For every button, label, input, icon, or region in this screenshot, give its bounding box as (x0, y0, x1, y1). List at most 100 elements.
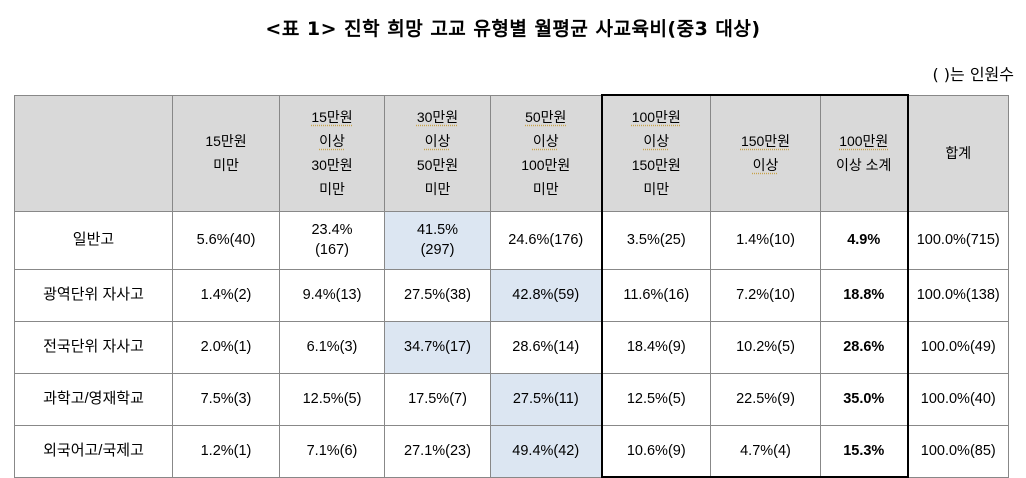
table-row: 전국단위 자사고 2.0%(1) 6.1%(3) 34.7%(17) 28.6%(14)… (14, 320, 1009, 374)
table-cell: 24.6%(176) (490, 210, 602, 270)
cell-line: 100.0%(40) (920, 391, 996, 407)
cell-line: 100.0%(138) (916, 287, 1000, 303)
header-line: 150만원 (740, 133, 791, 150)
table-cell: 11.6%(16) (600, 268, 711, 322)
header-line: 이상 소계 (836, 157, 892, 174)
table-cell: 100.0%(85) (907, 424, 1009, 478)
table-cell: 9.4%(13) (279, 268, 385, 322)
cell-line: 100.0%(85) (920, 443, 996, 459)
cell-line: 100.0%(49) (920, 339, 996, 355)
table-cell: 100.0%(715) (907, 210, 1009, 270)
unit-note: ( )는 인원수 (932, 65, 1014, 84)
table-cell: 42.8%(59) (490, 268, 602, 322)
header-line: 미만 (319, 181, 345, 197)
cell-line: 12.5%(5) (626, 391, 686, 407)
cell-line: 23.4% (311, 222, 353, 238)
row-label: 외국어고/국제고 (14, 424, 173, 478)
header-total: 합계 (907, 94, 1009, 212)
table-row: 일반고 5.6%(40) 23.4% (167) 41.5% (297) 24.6%(176… (14, 210, 1009, 270)
header-line: 미만 (643, 181, 670, 198)
table-cell: 34.7%(17) (384, 320, 491, 374)
cell-line: 7.1%(6) (306, 443, 358, 459)
row-label: 전국단위 자사고 (14, 320, 173, 374)
cell-line: 41.5% (416, 222, 459, 238)
header-line: 미만 (424, 181, 451, 197)
header-row: 15만원 미만 15만원 이상 30만원 미만 30만원 이상 50만원 미만 … (14, 94, 1009, 212)
cell-line: 7.2%(10) (736, 287, 795, 303)
table-cell: 1.4%(2) (172, 268, 280, 322)
table-cell: 18.8% (820, 268, 909, 322)
cell-line: 7.5%(3) (200, 391, 252, 407)
table-row: 과학고/영재학교 7.5%(3) 12.5%(5) 17.5%(7) 27.5%(11)… (14, 372, 1009, 426)
cell-line: 4.7%(4) (740, 442, 791, 459)
table-cell: 27.1%(23) (384, 424, 491, 478)
table-cell: 27.5%(38) (384, 268, 491, 322)
cell-line: 24.6%(176) (508, 232, 584, 248)
header-line: 150만원 (631, 157, 681, 174)
cell-line: 10.6%(9) (626, 442, 686, 459)
header-line: 30만원 (311, 157, 353, 173)
header-under-150k: 15만원 미만 (172, 94, 280, 212)
cell-line: 42.8%(59) (512, 287, 580, 303)
header-1m-1.5m: 100만원 이상 150만원 미만 (600, 94, 711, 212)
table-cell: 49.4%(42) (490, 424, 602, 478)
cell-line: 17.5%(7) (408, 391, 467, 407)
cell-line: 28.6%(14) (512, 339, 580, 355)
table-cell: 100.0%(40) (907, 372, 1009, 426)
table-title: <표 1> 진학 희망 고교 유형별 월평균 사교육비(중3 대상) (265, 18, 761, 40)
cell-line: 28.6% (843, 339, 885, 355)
cell-line: 3.5%(25) (626, 232, 686, 248)
table-cell: 5.6%(40) (172, 210, 280, 270)
header-line: 15만원 (311, 109, 353, 125)
table-cell: 10.6%(9) (600, 424, 711, 478)
header-line: 100만원 (521, 157, 571, 173)
cell-line: 12.5%(5) (302, 391, 362, 407)
cell-line: 5.6%(40) (196, 232, 256, 248)
cell-line: 2.0%(1) (200, 339, 252, 355)
cell-line: 4.9% (847, 232, 881, 248)
cell-line: 9.4%(13) (302, 287, 362, 303)
cell-line: 18.4%(9) (626, 339, 686, 355)
table-cell: 41.5% (297) (384, 210, 491, 270)
table-cell: 28.6% (820, 320, 909, 374)
table-cell: 4.9% (820, 210, 909, 270)
table-cell: 2.0%(1) (172, 320, 280, 374)
cell-line: 22.5%(9) (736, 391, 795, 407)
cell-line: 100.0%(715) (916, 232, 1000, 248)
row-label: 과학고/영재학교 (14, 372, 173, 426)
table-cell: 28.6%(14) (490, 320, 602, 374)
cell-line: 18.8% (843, 287, 885, 303)
header-line: 100만원 (631, 109, 681, 126)
table-cell: 3.5%(25) (600, 210, 711, 270)
cell-line: 15.3% (843, 442, 885, 459)
header-line: 100만원 (839, 133, 889, 150)
header-line: 이상 (752, 157, 779, 174)
cell-line: 10.2%(5) (736, 339, 795, 355)
header-line: 이상 (424, 133, 451, 149)
cell-line: (297) (420, 242, 455, 258)
header-line: 50만원 (416, 157, 459, 173)
cell-line: 1.2%(1) (200, 443, 252, 459)
cell-line: 6.1%(3) (306, 339, 358, 355)
table-cell: 18.4%(9) (600, 320, 711, 374)
header-line: 미만 (532, 181, 559, 197)
table-cell: 12.5%(5) (600, 372, 711, 426)
table-cell: 35.0% (820, 372, 909, 426)
cell-line: 27.5%(38) (404, 287, 471, 303)
table-cell: 12.5%(5) (279, 372, 385, 426)
header-over-1m-subtotal: 100만원 이상 소계 (820, 94, 909, 212)
table-cell: 17.5%(7) (384, 372, 491, 426)
cell-line: 1.4%(2) (200, 287, 252, 303)
header-corner (14, 94, 173, 212)
header-line: 50만원 (525, 109, 567, 125)
table-cell: 6.1%(3) (279, 320, 385, 374)
data-table: 15만원 미만 15만원 이상 30만원 미만 30만원 이상 50만원 미만 … (14, 94, 1009, 478)
header-line: 30만원 (416, 109, 459, 125)
cell-line: 27.1%(23) (404, 443, 471, 459)
header-300k-500k: 30만원 이상 50만원 미만 (384, 94, 491, 212)
table-cell: 7.1%(6) (279, 424, 385, 478)
table-cell: 4.7%(4) (710, 424, 821, 478)
table-cell: 15.3% (820, 424, 909, 478)
header-line: 이상 (643, 133, 670, 150)
table-cell: 1.2%(1) (172, 424, 280, 478)
